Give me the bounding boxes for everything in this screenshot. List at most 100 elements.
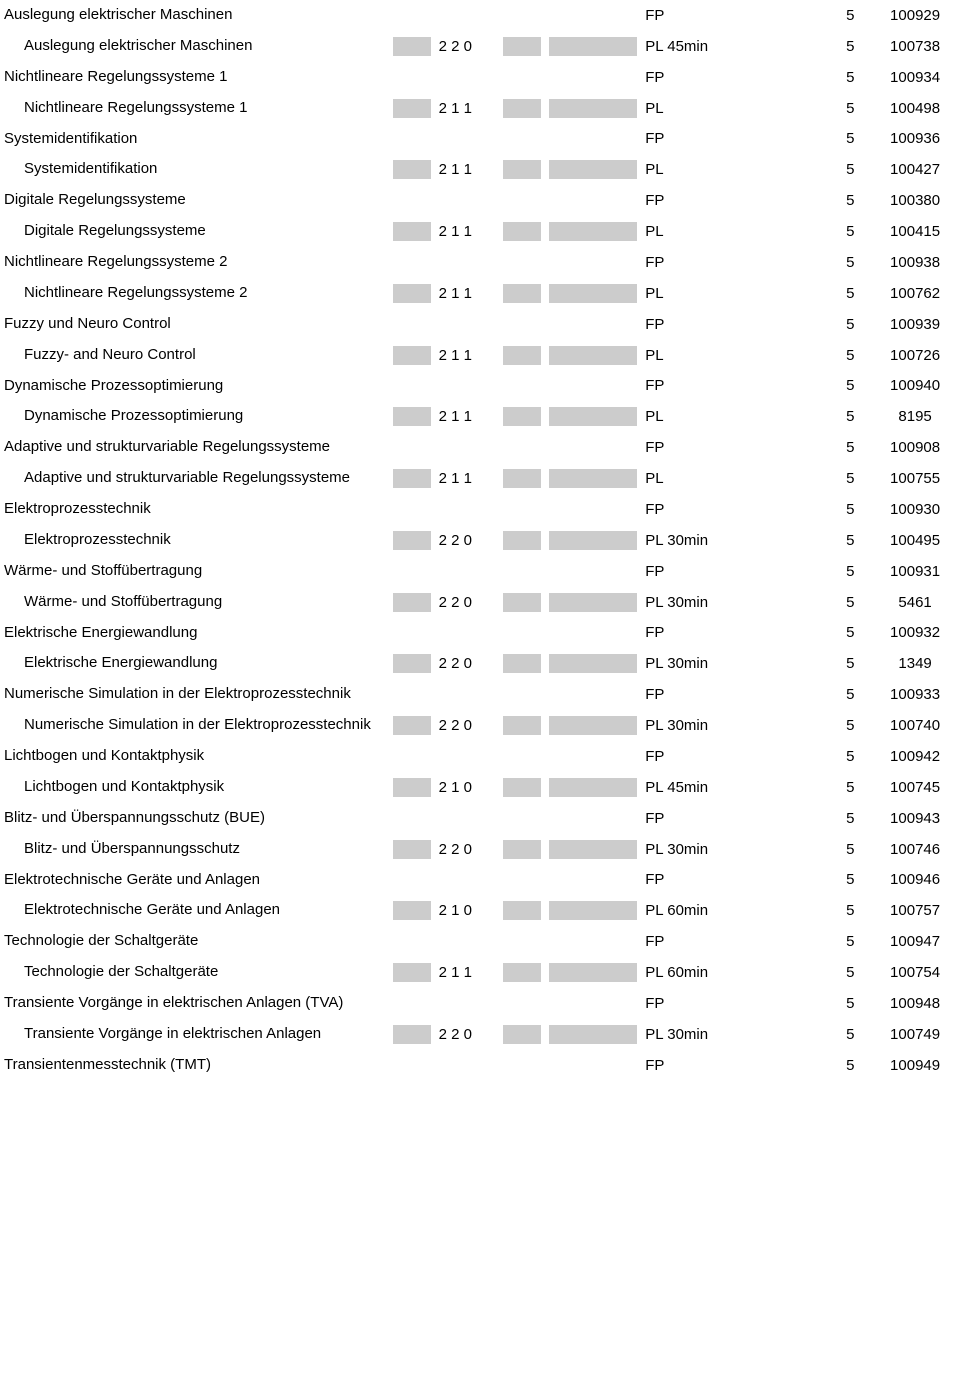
sws-value: 2 1 1 bbox=[439, 285, 472, 302]
module-id: 100949 bbox=[890, 1057, 940, 1074]
sws-value: 2 1 1 bbox=[439, 347, 472, 364]
credits: 5 bbox=[846, 7, 854, 24]
course-row: Dynamische Prozessoptimierung2 1 1PL5819… bbox=[0, 401, 960, 432]
placeholder-block bbox=[393, 284, 431, 303]
module-row: Wärme- und StoffübertragungFP5100931 bbox=[0, 556, 960, 587]
placeholder-block bbox=[549, 469, 637, 488]
module-name: Nichtlineare Regelungssysteme 1 bbox=[24, 99, 247, 116]
module-row: Elektrische EnergiewandlungFP5100932 bbox=[0, 618, 960, 649]
placeholder-block bbox=[549, 840, 637, 859]
placeholder-block bbox=[549, 901, 637, 920]
module-row: Adaptive und strukturvariable Regelungss… bbox=[0, 432, 960, 463]
module-id: 100757 bbox=[890, 902, 940, 919]
module-id: 100755 bbox=[890, 470, 940, 487]
module-name: Adaptive und strukturvariable Regelungss… bbox=[24, 469, 350, 486]
module-id: 100933 bbox=[890, 686, 940, 703]
credits: 5 bbox=[846, 1026, 854, 1043]
exam-type: PL bbox=[645, 285, 663, 302]
placeholder-block bbox=[549, 284, 637, 303]
placeholder-block bbox=[549, 99, 637, 118]
credits: 5 bbox=[846, 871, 854, 888]
module-id: 100934 bbox=[890, 69, 940, 86]
credits: 5 bbox=[846, 470, 854, 487]
credits: 5 bbox=[846, 810, 854, 827]
exam-type: FP bbox=[645, 192, 664, 209]
module-name: Numerische Simulation in der Elektroproz… bbox=[24, 716, 371, 733]
module-row: Auslegung elektrischer MaschinenFP510092… bbox=[0, 0, 960, 31]
module-name: Wärme- und Stoffübertragung bbox=[4, 562, 202, 579]
course-row: Wärme- und Stoffübertragung2 2 0PL 30min… bbox=[0, 587, 960, 618]
module-row: Transientenmesstechnik (TMT)FP5100949 bbox=[0, 1050, 960, 1081]
module-name: Fuzzy- and Neuro Control bbox=[24, 346, 196, 363]
exam-type: FP bbox=[645, 686, 664, 703]
course-row: Technologie der Schaltgeräte2 1 1PL 60mi… bbox=[0, 957, 960, 988]
credits: 5 bbox=[846, 285, 854, 302]
placeholder-block bbox=[549, 407, 637, 426]
exam-type: FP bbox=[645, 748, 664, 765]
module-name: Adaptive und strukturvariable Regelungss… bbox=[4, 438, 330, 455]
module-id: 100943 bbox=[890, 810, 940, 827]
exam-type: FP bbox=[645, 624, 664, 641]
placeholder-block bbox=[503, 840, 541, 859]
placeholder-block bbox=[503, 593, 541, 612]
exam-type: FP bbox=[645, 995, 664, 1012]
credits: 5 bbox=[846, 594, 854, 611]
module-id: 100746 bbox=[890, 841, 940, 858]
exam-type: PL bbox=[645, 470, 663, 487]
placeholder-block bbox=[503, 346, 541, 365]
sws-value: 2 2 0 bbox=[439, 594, 472, 611]
module-row: ElektroprozesstechnikFP5100930 bbox=[0, 494, 960, 525]
course-row: Elektroprozesstechnik2 2 0PL 30min510049… bbox=[0, 525, 960, 556]
course-row: Numerische Simulation in der Elektroproz… bbox=[0, 710, 960, 741]
sws-value: 2 2 0 bbox=[439, 655, 472, 672]
module-name: Digitale Regelungssysteme bbox=[24, 222, 206, 239]
placeholder-block bbox=[549, 222, 637, 241]
module-name: Fuzzy und Neuro Control bbox=[4, 315, 171, 332]
placeholder-block bbox=[549, 531, 637, 550]
credits: 5 bbox=[846, 254, 854, 271]
module-name: Numerische Simulation in der Elektroproz… bbox=[4, 685, 351, 702]
exam-type: PL 30min bbox=[645, 717, 708, 734]
exam-type: PL 45min bbox=[645, 38, 708, 55]
exam-type: PL bbox=[645, 100, 663, 117]
course-row: Fuzzy- and Neuro Control2 1 1PL5100726 bbox=[0, 340, 960, 371]
placeholder-block bbox=[549, 963, 637, 982]
credits: 5 bbox=[846, 995, 854, 1012]
credits: 5 bbox=[846, 933, 854, 950]
course-row: Transiente Vorgänge in elektrischen Anla… bbox=[0, 1019, 960, 1050]
credits: 5 bbox=[846, 902, 854, 919]
module-id: 100749 bbox=[890, 1026, 940, 1043]
module-row: Blitz- und Überspannungsschutz (BUE)FP51… bbox=[0, 803, 960, 834]
module-name: Transientenmesstechnik (TMT) bbox=[4, 1056, 211, 1073]
module-name: Elektrische Energiewandlung bbox=[24, 654, 217, 671]
sws-value: 2 1 0 bbox=[439, 902, 472, 919]
credits: 5 bbox=[846, 748, 854, 765]
placeholder-block bbox=[503, 654, 541, 673]
course-row: Auslegung elektrischer Maschinen2 2 0PL … bbox=[0, 31, 960, 62]
exam-type: FP bbox=[645, 377, 664, 394]
credits: 5 bbox=[846, 841, 854, 858]
placeholder-block bbox=[393, 531, 431, 550]
exam-type: PL 60min bbox=[645, 964, 708, 981]
module-name: Auslegung elektrischer Maschinen bbox=[24, 37, 252, 54]
module-id: 100738 bbox=[890, 38, 940, 55]
module-name: Digitale Regelungssysteme bbox=[4, 191, 186, 208]
module-id: 100931 bbox=[890, 563, 940, 580]
placeholder-block bbox=[393, 1025, 431, 1044]
exam-type: FP bbox=[645, 439, 664, 456]
module-name: Elektroprozesstechnik bbox=[24, 531, 171, 548]
placeholder-block bbox=[393, 840, 431, 859]
exam-type: PL 30min bbox=[645, 655, 708, 672]
module-id: 100762 bbox=[890, 285, 940, 302]
placeholder-block bbox=[393, 778, 431, 797]
credits: 5 bbox=[846, 347, 854, 364]
module-row: Elektrotechnische Geräte und AnlagenFP51… bbox=[0, 865, 960, 896]
sws-value: 2 1 0 bbox=[439, 779, 472, 796]
sws-value: 2 1 1 bbox=[439, 470, 472, 487]
placeholder-block bbox=[393, 407, 431, 426]
placeholder-block bbox=[503, 1025, 541, 1044]
module-name: Dynamische Prozessoptimierung bbox=[24, 407, 243, 424]
credits: 5 bbox=[846, 161, 854, 178]
exam-type: FP bbox=[645, 1057, 664, 1074]
module-id: 100939 bbox=[890, 316, 940, 333]
